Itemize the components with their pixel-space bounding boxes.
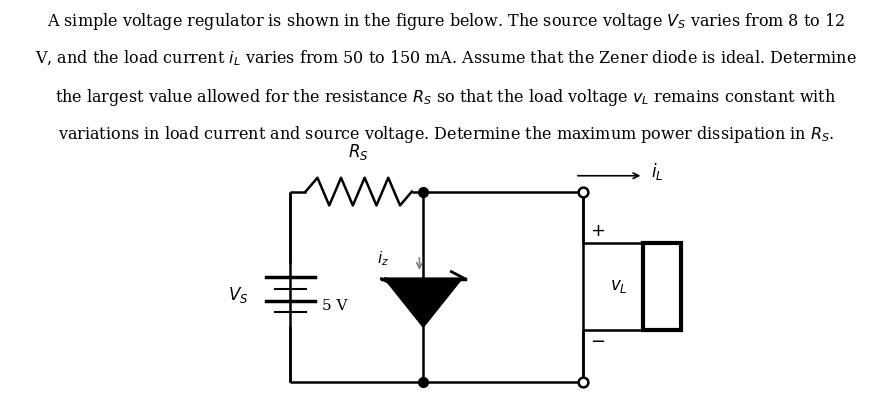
- Text: variations in load current and source voltage. Determine the maximum power dissi: variations in load current and source vo…: [58, 124, 834, 145]
- Text: V, and the load current $i_L$ varies from 50 to 150 mA. Assume that the Zener di: V, and the load current $i_L$ varies fro…: [35, 49, 857, 68]
- Text: 5 V: 5 V: [322, 300, 347, 314]
- Text: A simple voltage regulator is shown in the figure below. The source voltage $V_S: A simple voltage regulator is shown in t…: [47, 11, 845, 32]
- Text: $i_L$: $i_L$: [651, 161, 664, 182]
- Bar: [643, 243, 681, 330]
- Text: $v_L$: $v_L$: [610, 278, 628, 295]
- Text: $R_S$: $R_S$: [349, 142, 369, 162]
- Text: the largest value allowed for the resistance $R_S$ so that the load voltage $v_L: the largest value allowed for the resist…: [55, 87, 837, 108]
- Polygon shape: [385, 279, 461, 326]
- Text: −: −: [591, 333, 606, 351]
- Text: $V_S$: $V_S$: [228, 284, 249, 304]
- Text: $i_z$: $i_z$: [377, 250, 389, 268]
- Text: +: +: [591, 222, 606, 240]
